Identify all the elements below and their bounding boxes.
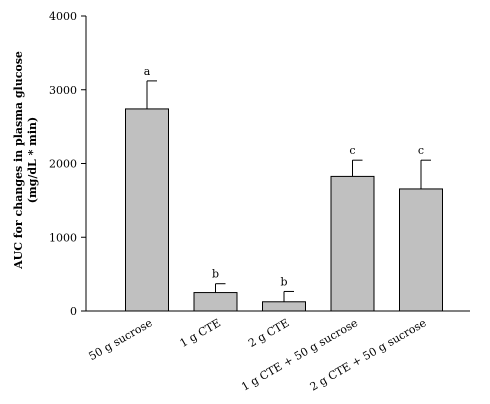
significance-label: b [280,275,287,288]
bar [262,301,306,312]
y-axis-title: AUC for changes in plasma glucose (mg/dL… [12,51,39,270]
significance-label: c [418,144,424,157]
y-axis-title-line-2: (mg/dL * min) [26,117,39,203]
bar [125,108,169,312]
x-tick-label: 1 g CTE + 50 g sucrose [239,316,360,393]
y-tick-label: 0 [70,305,77,318]
significance-label: a [144,65,151,78]
y-tick-label: 1000 [49,231,77,244]
plot-area: 0 1000 2000 3000 4000 a 50 g sucrose b 1 g CTE b 2… [49,10,470,394]
y-tick-label: 2000 [49,158,77,171]
significance-label: b [212,268,219,281]
x-tick-label: 2 g CTE + 50 g sucrose [308,316,429,393]
bar [399,188,443,312]
bar [193,292,238,312]
x-tick-label: 2 g CTE [246,316,291,350]
y-tick-label: 4000 [49,10,77,23]
bar [330,175,375,312]
significance-label: c [349,144,355,157]
x-tick-label: 1 g CTE [178,316,223,350]
y-tick-label: 3000 [49,84,77,97]
y-axis-title-line-1: AUC for changes in plasma glucose [12,51,25,270]
x-tick-label: 50 g sucrose [87,316,155,363]
